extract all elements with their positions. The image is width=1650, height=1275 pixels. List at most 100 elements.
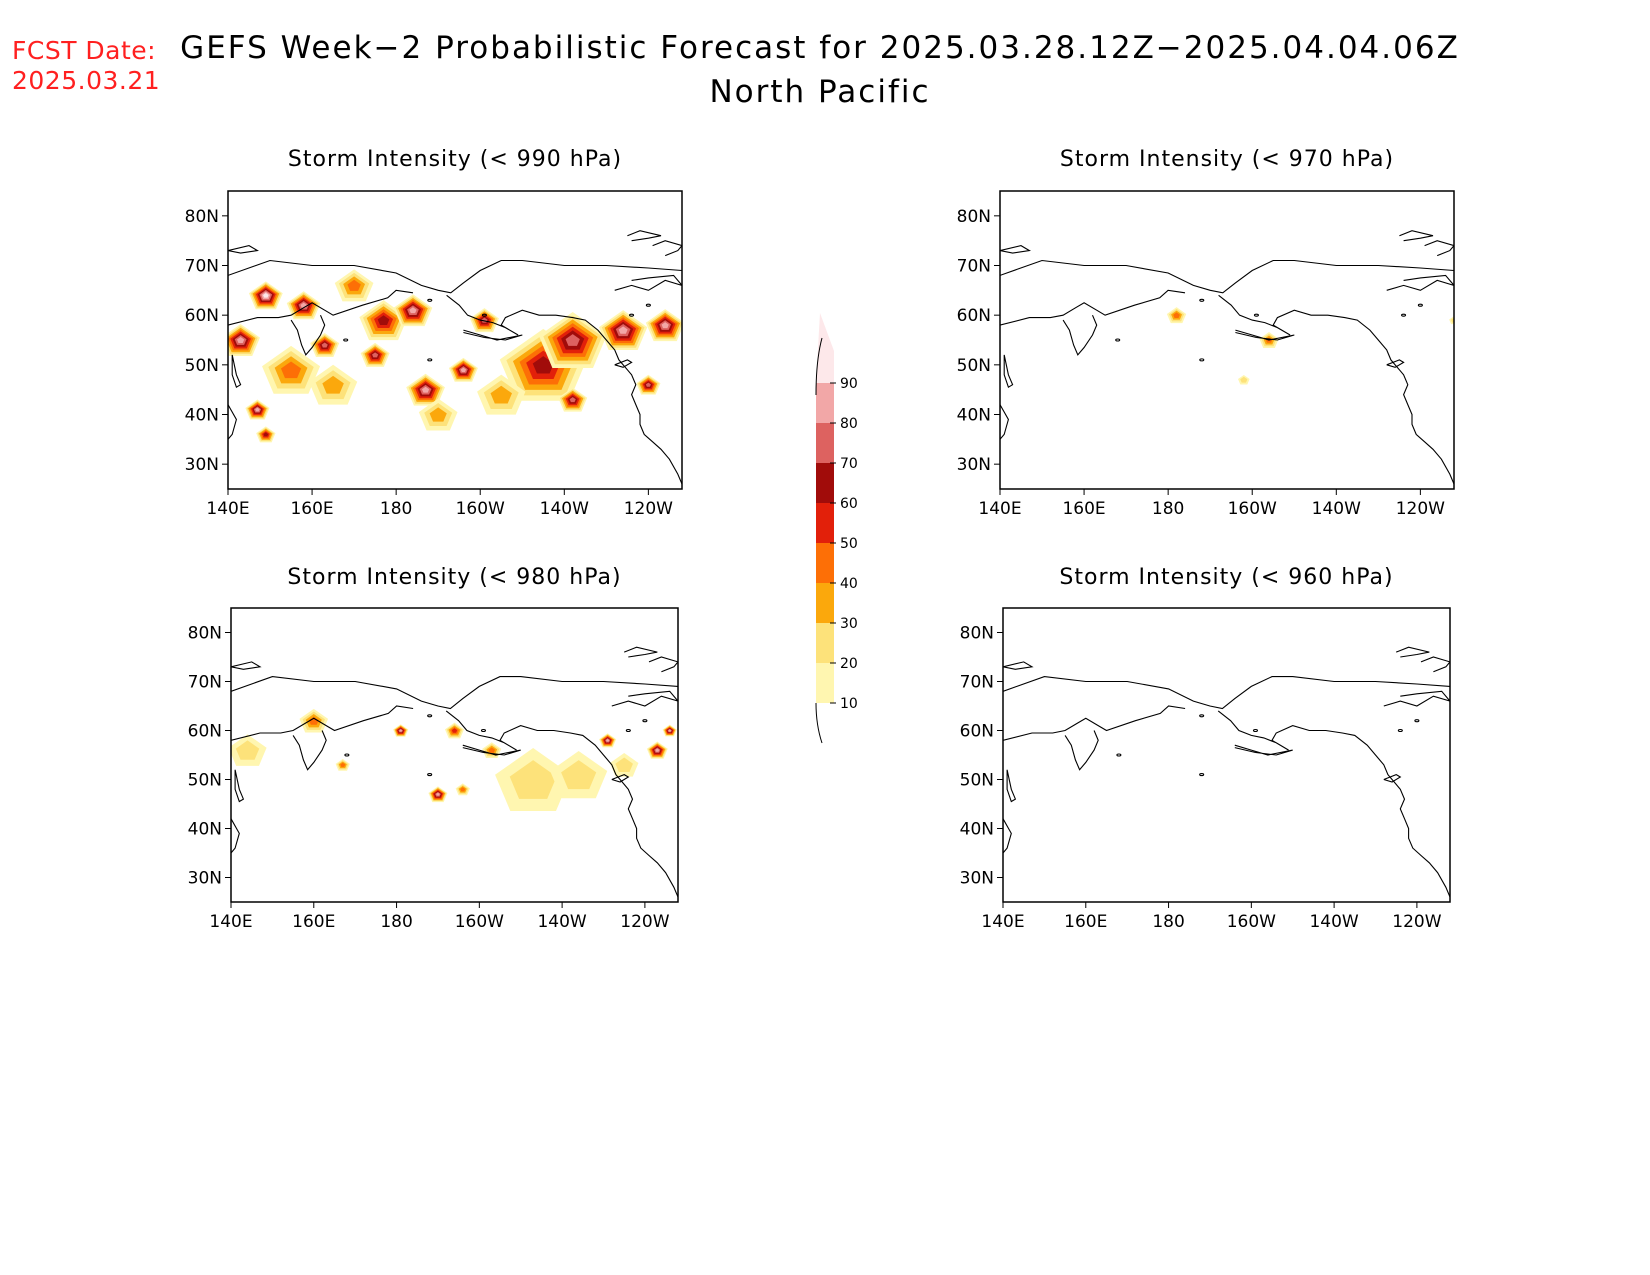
lon-tick-label: 120W	[624, 499, 673, 519]
coastline	[231, 818, 240, 854]
coastline	[1003, 676, 1450, 710]
island	[481, 313, 487, 317]
panel-title: Storm Intensity (< 980 hPa)	[287, 565, 621, 590]
coastlines	[231, 646, 678, 898]
coastline	[228, 404, 237, 441]
colorbar-segment	[816, 313, 834, 383]
probability-cell	[532, 356, 554, 374]
probability-cell	[340, 762, 346, 767]
island	[480, 728, 487, 733]
probability-cell	[460, 787, 466, 792]
probability-cell	[321, 342, 328, 348]
map-frame	[1002, 607, 1451, 903]
colorbar-segment	[816, 423, 834, 463]
colorbar-label: 50	[840, 536, 858, 552]
forecast-date-label: FCST Date:	[12, 36, 157, 65]
lon-tick-label: 140W	[537, 912, 586, 932]
probability-cell	[347, 279, 361, 291]
lon-tick-label: 140W	[540, 499, 589, 519]
island	[1116, 753, 1122, 757]
coastline	[231, 354, 242, 389]
lon-tick-label: 180	[380, 499, 412, 519]
lat-tick-label: 60N	[960, 722, 994, 742]
coastline	[1000, 289, 1186, 326]
coastline	[1003, 661, 1034, 670]
coastline	[614, 274, 682, 291]
island	[1199, 298, 1205, 302]
colorbar-label: 90	[840, 376, 858, 392]
probability-cell	[255, 407, 260, 412]
lat-tick-label: 30N	[957, 455, 991, 475]
coastline	[611, 690, 678, 707]
coastline	[1218, 294, 1454, 485]
coastlines	[1000, 230, 1454, 485]
lat-tick-label: 50N	[185, 356, 219, 376]
coastline	[1000, 404, 1009, 441]
lat-tick-label: 50N	[188, 771, 222, 791]
forecast-date-value: 2025.03.21	[12, 66, 161, 95]
coastline	[611, 773, 630, 783]
probability-cell	[645, 382, 651, 387]
probability-cell	[409, 307, 417, 314]
map-panel-p960: Storm Intensity (< 960 hPa) 80N 70N 60N 50N 4…	[960, 565, 1451, 932]
lon-tick-label: 160E	[1064, 912, 1107, 932]
probability-cell	[451, 728, 458, 733]
island	[1414, 719, 1420, 723]
colorbar-segment	[816, 503, 834, 543]
lon-tick-label: 120W	[1396, 499, 1445, 519]
probability-cell	[421, 386, 430, 393]
probability-cell	[668, 729, 672, 732]
lon-tick-label: 160W	[456, 499, 505, 519]
colorbar-label: 10	[840, 696, 858, 712]
coastlines	[228, 230, 682, 485]
colorbar-label: 80	[840, 416, 858, 432]
probability-cell	[569, 397, 576, 403]
lon-tick-label: 160W	[1227, 912, 1276, 932]
probability-cell	[235, 740, 260, 760]
coastline	[1003, 818, 1012, 854]
lon-tick-label: 140E	[209, 912, 252, 932]
lon-tick-label: 160W	[1228, 499, 1277, 519]
coastline	[1383, 773, 1402, 783]
island	[1417, 303, 1423, 307]
island	[427, 773, 433, 777]
lon-tick-label: 140E	[978, 499, 1021, 519]
island	[642, 719, 648, 723]
island	[1199, 358, 1205, 362]
coastline	[1003, 354, 1014, 389]
probability-cell	[661, 322, 669, 329]
probability-cell	[237, 337, 245, 343]
lon-tick-label: 180	[1152, 912, 1184, 932]
probability-cell	[490, 385, 512, 404]
lon-tick-label: 120W	[620, 912, 669, 932]
lat-tick-label: 30N	[960, 869, 994, 889]
coastline	[1000, 259, 1454, 294]
probability-cell	[460, 367, 467, 373]
island	[1253, 313, 1259, 317]
probability-cell	[618, 326, 628, 334]
coastline	[1062, 314, 1098, 356]
coastline	[1064, 730, 1099, 771]
lat-tick-label: 80N	[188, 624, 222, 644]
island	[427, 298, 433, 302]
coastline	[231, 676, 678, 710]
coastline	[614, 359, 633, 368]
lat-tick-label: 70N	[957, 257, 991, 277]
probability-cell	[429, 407, 447, 422]
coastline	[1000, 245, 1032, 254]
lon-tick-label: 140W	[1309, 912, 1358, 932]
probability-shading	[228, 269, 682, 443]
panel-title: Storm Intensity (< 960 hPa)	[1059, 565, 1393, 590]
coastline	[228, 289, 414, 326]
coastline	[1424, 240, 1454, 257]
lat-tick-label: 50N	[957, 356, 991, 376]
lat-tick-label: 40N	[957, 406, 991, 426]
probability-cell	[615, 757, 633, 773]
probability-cell	[280, 361, 302, 379]
coastline	[1234, 744, 1293, 756]
lon-tick-label: 140E	[981, 912, 1024, 932]
lat-tick-label: 30N	[188, 869, 222, 889]
lat-tick-label: 80N	[960, 624, 994, 644]
coastline	[462, 744, 521, 756]
